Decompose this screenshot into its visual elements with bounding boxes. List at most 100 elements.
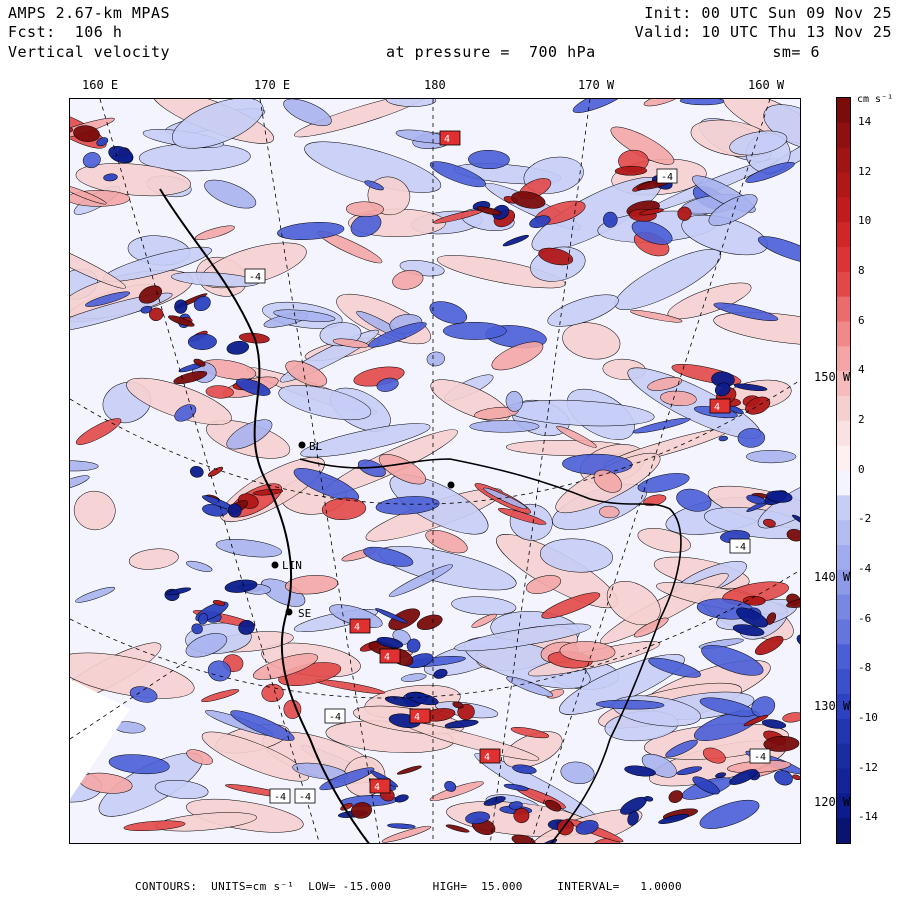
colorbar-tick-label: 2	[858, 412, 865, 426]
velocity-contour	[648, 657, 701, 678]
velocity-contour	[525, 575, 562, 594]
lon-label-160e: 160 E	[82, 78, 119, 92]
velocity-contour	[185, 633, 228, 658]
velocity-contour	[665, 739, 698, 758]
forecast-hour: Fcst: 106 h	[8, 23, 123, 41]
velocity-contour	[226, 340, 249, 355]
svg-text:-4: -4	[754, 752, 766, 763]
colorbar-tick-label: -6	[858, 611, 872, 625]
smoothing-value: sm= 6	[772, 43, 820, 61]
velocity-contour	[737, 428, 765, 448]
velocity-contour	[713, 311, 800, 346]
velocity-contour	[658, 813, 690, 824]
velocity-contour	[513, 807, 530, 824]
velocity-contour	[562, 322, 621, 360]
colorbar	[836, 97, 851, 844]
colorbar-band	[837, 122, 850, 149]
velocity-contour	[469, 420, 540, 433]
colorbar-band	[837, 321, 850, 347]
velocity-contour	[677, 206, 692, 221]
velocity-contour	[123, 820, 186, 832]
velocity-contour	[193, 358, 206, 367]
velocity-contour	[572, 99, 628, 113]
velocity-contour	[191, 623, 203, 635]
velocity-contour	[627, 811, 639, 826]
velocity-contour	[375, 608, 408, 624]
velocity-contour	[70, 460, 99, 472]
velocity-contour	[128, 548, 179, 570]
colorbar-tick-label: -12	[858, 760, 878, 774]
velocity-contour	[140, 305, 153, 314]
svg-text:4: 4	[444, 134, 450, 145]
velocity-contour	[599, 505, 620, 519]
velocity-contour	[425, 529, 468, 554]
velocity-contour	[505, 391, 523, 412]
velocity-contour	[442, 321, 507, 340]
station-label-bl: BL	[309, 440, 323, 453]
velocity-contour	[444, 719, 479, 729]
velocity-contour	[205, 385, 234, 399]
velocity-contour	[277, 222, 345, 240]
colorbar-band	[837, 793, 850, 819]
svg-text:-4: -4	[661, 172, 673, 183]
velocity-contour	[544, 799, 562, 812]
velocity-contour	[238, 620, 255, 635]
velocity-contour	[483, 796, 506, 806]
velocity-contour	[454, 623, 591, 652]
meridian-170w	[489, 99, 591, 843]
vertical-velocity-map: BL LIN SE 4 -4 -4 4 -4 4 4 4 -4 4 -4 -4 -4 4	[69, 98, 801, 844]
velocity-contour	[476, 206, 502, 216]
velocity-contour	[126, 377, 232, 425]
lat-label-120w: 120 W	[814, 795, 851, 809]
velocity-contour	[388, 564, 453, 598]
map-canvas: BL LIN SE 4 -4 -4 4 -4 4 4 4 -4 4 -4 -4 -4 4	[70, 99, 800, 844]
station-label-lin: LIN	[282, 559, 302, 572]
velocity-contour	[103, 173, 118, 182]
velocity-contour	[174, 299, 188, 314]
velocity-contour	[451, 596, 517, 616]
colorbar-tick-label: 6	[858, 313, 865, 327]
velocity-contour	[368, 322, 427, 348]
velocity-contour	[786, 528, 800, 542]
velocity-contour	[510, 727, 550, 739]
velocity-contour	[692, 776, 720, 795]
station-marker-bl	[298, 441, 306, 449]
velocity-contour	[149, 307, 164, 321]
velocity-contour	[512, 764, 537, 774]
velocity-contour	[556, 425, 597, 448]
svg-text:-4: -4	[274, 792, 286, 803]
velocity-contour	[757, 236, 800, 264]
velocity-contour	[560, 761, 595, 784]
colorbar-tick-label: 12	[858, 164, 872, 178]
colorbar-band	[837, 296, 850, 322]
velocity-contour	[396, 765, 422, 775]
velocity-contour	[660, 390, 697, 407]
velocity-contour	[676, 766, 703, 776]
velocity-contour	[471, 613, 497, 628]
velocity-contour	[511, 191, 546, 209]
velocity-contour	[230, 710, 295, 741]
velocity-contour	[364, 180, 384, 191]
contour-value-box: 4	[379, 648, 401, 664]
velocity-contour	[763, 104, 800, 150]
colorbar-band	[837, 545, 850, 571]
velocity-contour	[547, 294, 619, 327]
velocity-contour	[212, 600, 226, 606]
velocity-contour	[575, 843, 590, 844]
velocity-contour	[154, 779, 209, 800]
velocity-contour	[70, 475, 90, 491]
velocity-contour	[193, 295, 211, 312]
velocity-contour	[376, 377, 399, 392]
velocity-contour	[381, 825, 432, 843]
velocity-contour	[173, 370, 208, 385]
velocity-contour	[761, 719, 787, 729]
velocity-contour	[392, 270, 424, 290]
station-marker-lin	[271, 561, 279, 569]
contour-value-box: -4	[729, 538, 751, 554]
svg-text:4: 4	[354, 622, 360, 633]
valid-time: Valid: 10 UTC Thu 13 Nov 25	[634, 23, 892, 41]
velocity-contour	[376, 636, 404, 649]
velocity-contour	[715, 772, 727, 779]
field-name: Vertical velocity	[8, 43, 171, 61]
colorbar-band	[837, 669, 850, 695]
